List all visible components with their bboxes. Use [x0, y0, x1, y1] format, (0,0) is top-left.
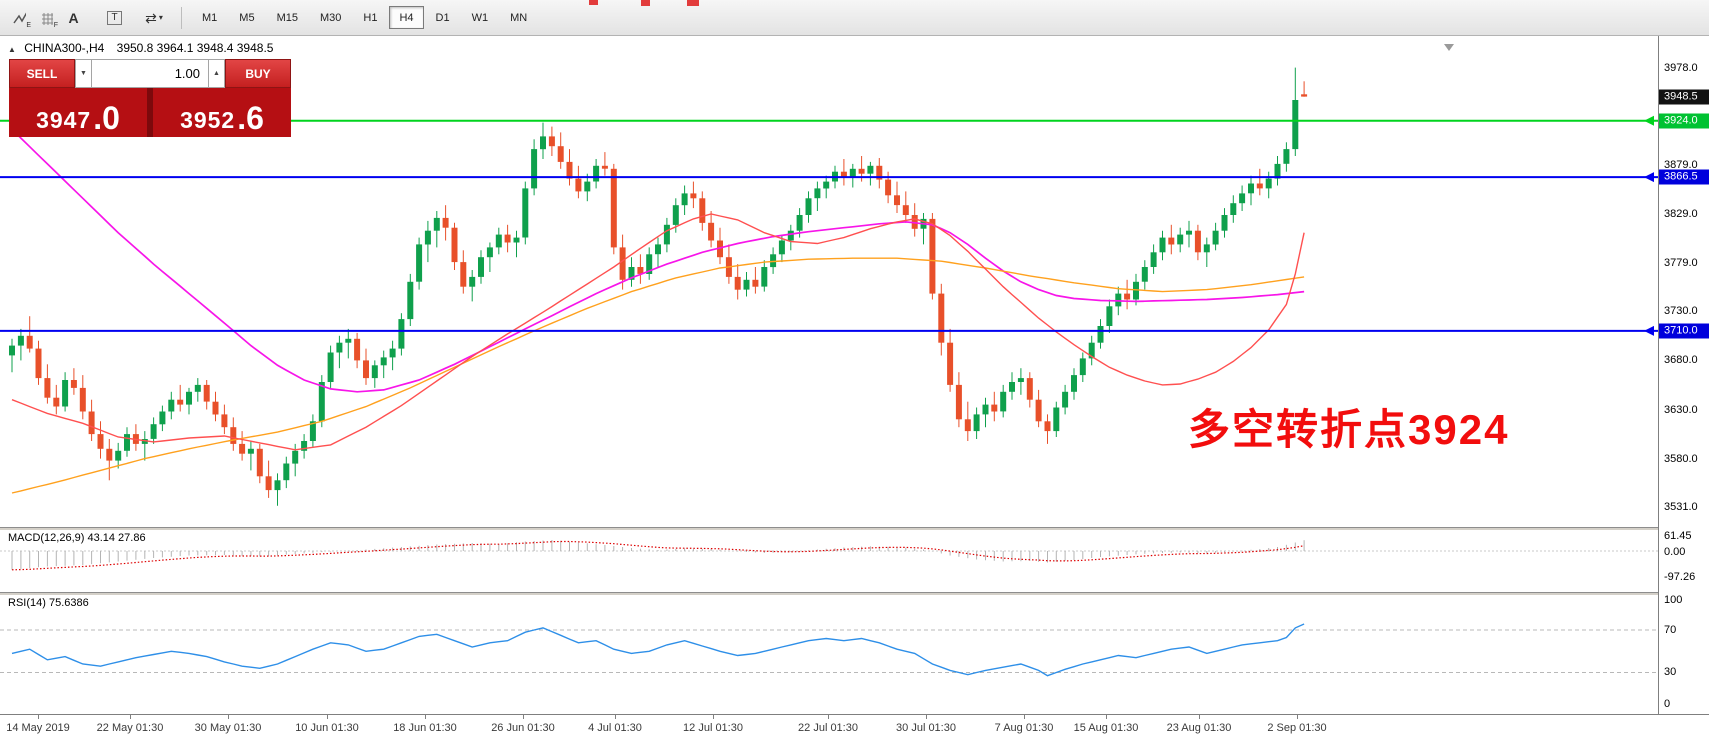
time-axis-label: 22 May 01:30	[96, 722, 164, 734]
buy-price-main: 3952	[180, 107, 236, 133]
price-axis-label: 0.00	[1664, 546, 1686, 558]
time-axis-label: 12 Jul 01:30	[683, 722, 743, 734]
price-axis-badge: 3710.0	[1659, 323, 1709, 339]
time-axis-tick	[130, 715, 131, 719]
price-axis-badge: 3866.5	[1659, 169, 1709, 185]
time-axis-label: 30 Jul 01:30	[896, 722, 956, 734]
clipped-element	[687, 0, 699, 6]
volume-spin-up-button[interactable]: ▲	[208, 59, 225, 88]
price-axis-badge: 3948.5	[1659, 89, 1709, 105]
chart-plot[interactable]	[0, 36, 1658, 527]
price-axis-badge: 3924.0	[1659, 113, 1709, 129]
sell-price-display[interactable]: 3947 .0	[9, 88, 147, 137]
price-axis-label: 30	[1664, 666, 1677, 678]
time-axis[interactable]: 14 May 2019 22 May 01:30 30 May 01:30 10 Ju…	[0, 714, 1709, 742]
price-axis-label: 3779.0	[1664, 257, 1698, 269]
chart-annotation-text: 多空转折点3924	[1188, 406, 1510, 453]
time-axis-label: 30 May 01:30	[194, 722, 262, 734]
time-axis-tick	[926, 715, 927, 719]
time-axis-tick	[228, 715, 229, 719]
price-axis-label: 3580.0	[1664, 453, 1698, 465]
volume-dropdown-button[interactable]: ▼	[75, 59, 92, 88]
time-axis-tick	[425, 715, 426, 719]
rsi-label: RSI(14) 75.6386	[8, 597, 89, 609]
panel-splitter[interactable]	[0, 592, 1709, 595]
price-axis-label: -97.26	[1664, 571, 1696, 583]
rsi-panel: RSI(14) 75.6386	[0, 595, 1658, 714]
price-axis-label: 3829.0	[1664, 208, 1698, 220]
time-axis-label: 26 Jun 01:30	[491, 722, 555, 734]
time-axis-label: 23 Aug 01:30	[1166, 722, 1232, 734]
sell-price-main: 3947	[36, 107, 92, 133]
time-axis-tick	[1199, 715, 1200, 719]
sell-price-frac: .0	[93, 99, 120, 136]
timeframe-button-m15[interactable]: M15	[267, 6, 308, 29]
time-axis-label: 22 Jul 01:30	[798, 722, 858, 734]
timeframe-button-h4[interactable]: H4	[389, 6, 424, 29]
time-axis-tick	[523, 715, 524, 719]
macd-label: MACD(12,26,9) 43.14 27.86	[8, 532, 146, 544]
timeframe-buttons: M1 M5 M15 M30 H1 H4 D1 W1 MN	[191, 6, 538, 29]
timeframe-button-mn[interactable]: MN	[500, 6, 537, 29]
symbol-header: ▲ CHINA300-,H4 3950.8 3964.1 3948.4 3948…	[8, 41, 273, 55]
toolbar-separator	[181, 6, 182, 29]
sell-button[interactable]: SELL	[9, 59, 75, 88]
macd-plot[interactable]	[0, 530, 1658, 592]
grid-indicator-icon[interactable]: F	[33, 5, 60, 30]
timeframe-button-h1[interactable]: H1	[353, 6, 387, 29]
price-axis-label: 3630.0	[1664, 404, 1698, 416]
price-axis-label: 3680.0	[1664, 354, 1698, 366]
one-click-trade-panel: SELL ▼ 1.00 ▲ BUY 3947 .0 3952 .6	[9, 59, 291, 137]
buy-button[interactable]: BUY	[225, 59, 291, 88]
time-axis-label: 18 Jun 01:30	[393, 722, 457, 734]
toolbar-icon-group: E F A T ⇄ ▾	[6, 5, 172, 30]
clipped-element	[589, 0, 598, 5]
macd-panel: MACD(12,26,9) 43.14 27.86	[0, 530, 1658, 592]
volume-input[interactable]: 1.00	[92, 59, 208, 88]
symbol-name: CHINA300-,H4	[24, 41, 105, 55]
rsi-plot[interactable]	[0, 595, 1658, 714]
textbox-icon[interactable]: T	[101, 5, 128, 30]
time-axis-tick	[828, 715, 829, 719]
time-axis-tick	[1106, 715, 1107, 719]
time-axis-tick	[713, 715, 714, 719]
price-axis-label: 3531.0	[1664, 501, 1698, 513]
price-axis-label: 61.45	[1664, 530, 1692, 542]
panel-splitter[interactable]	[0, 527, 1709, 530]
zigzag-indicator-icon[interactable]: E	[6, 5, 33, 30]
buy-price-frac: .6	[237, 99, 264, 136]
text-annotation-icon[interactable]: A	[60, 5, 87, 30]
time-axis-label: 2 Sep 01:30	[1267, 722, 1327, 734]
time-axis-tick	[615, 715, 616, 719]
time-axis-tick	[38, 715, 39, 719]
time-axis-label: 14 May 2019	[6, 722, 70, 734]
collapse-trade-panel-icon[interactable]: ▲	[8, 45, 16, 54]
time-axis-label: 7 Aug 01:30	[994, 722, 1054, 734]
symbol-ohlc-values: 3950.8 3964.1 3948.4 3948.5	[116, 41, 274, 55]
time-axis-tick	[1024, 715, 1025, 719]
price-axis-label: 3730.0	[1664, 305, 1698, 317]
main-chart-panel: ▲ CHINA300-,H4 3950.8 3964.1 3948.4 3948…	[0, 36, 1658, 527]
timeframe-button-w1[interactable]: W1	[462, 6, 499, 29]
price-axis[interactable]: 3978.0 3948.5 3924.0 3879.0 3866.5 3829.0 3779…	[1658, 36, 1709, 714]
timeframe-button-m1[interactable]: M1	[192, 6, 227, 29]
time-axis-label: 10 Jun 01:30	[295, 722, 359, 734]
clipped-element	[641, 0, 650, 6]
time-axis-label: 15 Aug 01:30	[1073, 722, 1139, 734]
toolbar: E F A T ⇄ ▾ M1 M5 M15 M30 H1 H4 D1 W1 MN	[0, 0, 1709, 36]
timeframe-button-m5[interactable]: M5	[229, 6, 264, 29]
time-axis-tick	[327, 715, 328, 719]
price-axis-label: 3978.0	[1664, 62, 1698, 74]
time-axis-label: 4 Jul 01:30	[588, 722, 642, 734]
timeframe-button-m30[interactable]: M30	[310, 6, 351, 29]
buy-price-display[interactable]: 3952 .6	[153, 88, 291, 137]
cycle-symbols-icon[interactable]: ⇄ ▾	[136, 5, 172, 30]
price-axis-label: 3879.0	[1664, 159, 1698, 171]
price-axis-label: 70	[1664, 624, 1677, 636]
price-axis-label: 100	[1664, 594, 1683, 606]
price-axis-label: 0	[1664, 698, 1671, 710]
timeframe-button-d1[interactable]: D1	[426, 6, 460, 29]
time-axis-tick	[1297, 715, 1298, 719]
